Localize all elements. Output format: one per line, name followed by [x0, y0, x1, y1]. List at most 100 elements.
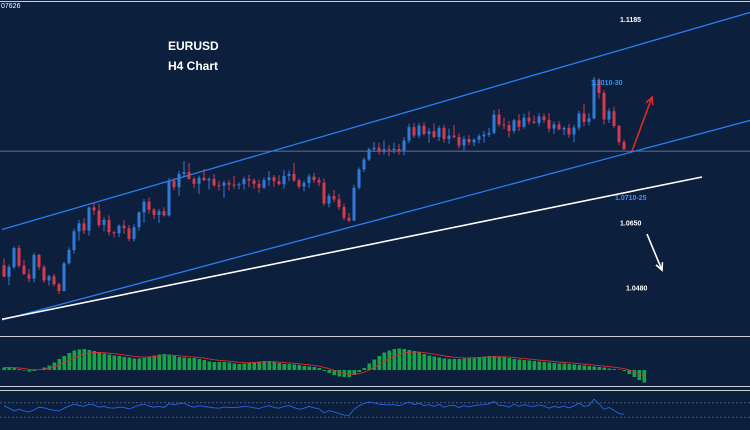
histogram-bar: [597, 367, 602, 370]
histogram-bar: [122, 357, 127, 370]
histogram-bar: [232, 363, 237, 370]
histogram-bar: [197, 359, 202, 370]
candle-body: [207, 178, 211, 181]
histogram-bar: [402, 349, 407, 370]
histogram-bar: [287, 364, 292, 370]
histogram-bar: [22, 370, 27, 371]
histogram-bar: [492, 356, 497, 370]
histogram-bar: [632, 370, 637, 377]
candle-body: [67, 250, 71, 264]
candle-body: [532, 121, 536, 123]
candle-body: [387, 149, 391, 151]
candle-body: [152, 209, 156, 216]
candle-body: [182, 172, 186, 174]
candle-body: [542, 116, 546, 120]
candle-body: [327, 196, 331, 204]
candle-body: [347, 217, 351, 221]
histogram-bar: [487, 356, 492, 370]
histogram-bar: [137, 358, 142, 370]
candle-body: [487, 132, 491, 135]
candle-body: [477, 136, 481, 140]
candle-body: [97, 210, 101, 225]
candle-body: [137, 212, 141, 228]
candle-body: [587, 118, 591, 122]
histogram-bar: [27, 370, 32, 372]
histogram-bar: [587, 366, 592, 370]
candle-body: [367, 149, 371, 160]
candle-body: [392, 148, 396, 150]
candle-body: [22, 265, 26, 275]
histogram-bar: [567, 364, 572, 370]
histogram-bar: [392, 349, 397, 370]
histogram-bar: [67, 353, 72, 370]
candle-body: [342, 207, 346, 218]
candle-body: [102, 219, 106, 225]
histogram-bar: [577, 365, 582, 370]
candle-body: [592, 79, 596, 119]
histogram-bar: [317, 368, 322, 370]
candle-body: [227, 182, 231, 185]
price-label: 1.0710-25: [615, 195, 647, 202]
candle-body: [27, 274, 31, 279]
candle-body: [462, 138, 466, 146]
candle-body: [417, 125, 421, 136]
histogram-bar: [107, 354, 112, 370]
support-trendline: [1, 176, 703, 321]
candle-body: [277, 181, 281, 185]
projection-arrow-up: [631, 96, 653, 152]
histogram-bar: [152, 355, 157, 370]
lower-channel-line: [1, 119, 750, 321]
candle-body: [47, 276, 51, 281]
histogram-bar: [257, 361, 262, 370]
candle-body: [437, 127, 441, 138]
histogram-bar: [522, 360, 527, 370]
histogram-bar: [267, 361, 272, 370]
signal-line: [4, 351, 645, 377]
candle-body: [522, 117, 526, 127]
histogram-bar: [347, 370, 352, 377]
candle-body: [612, 111, 616, 127]
candle-body: [162, 211, 166, 216]
candle-body: [107, 219, 111, 233]
candle-body: [127, 228, 131, 239]
histogram-bar: [172, 355, 177, 370]
candle-body: [42, 267, 46, 281]
candle-body: [7, 267, 11, 277]
histogram-bar: [247, 363, 252, 370]
candle-body: [622, 141, 626, 150]
histogram-bar: [262, 361, 267, 370]
histogram-bar: [462, 358, 467, 370]
histogram-bar: [467, 358, 472, 370]
histogram-bar: [397, 348, 402, 370]
histogram-bar: [372, 359, 377, 370]
candle-body: [332, 196, 336, 200]
histogram-bar: [102, 353, 107, 370]
histogram-bar: [147, 356, 152, 370]
histogram-bar: [562, 363, 567, 370]
candle-body: [297, 180, 301, 187]
histogram-bar: [327, 370, 332, 373]
candle-body: [257, 183, 261, 188]
histogram-bar: [97, 352, 102, 370]
candle-body: [132, 227, 136, 239]
candle-body: [452, 135, 456, 138]
candle-body: [482, 134, 486, 137]
candle-body: [427, 131, 431, 135]
candle-body: [607, 111, 611, 120]
candle-body: [307, 176, 311, 184]
candle-body: [37, 254, 41, 268]
histogram-bar: [482, 356, 487, 370]
histogram-bar: [322, 370, 327, 371]
histogram-bar: [212, 362, 217, 370]
candle-body: [527, 117, 531, 122]
upper-channel-line: [1, 11, 750, 231]
candle-body: [572, 127, 576, 135]
histogram-bar: [507, 358, 512, 370]
candle-body: [157, 211, 161, 216]
candle-body: [172, 180, 176, 188]
candle-body: [337, 199, 341, 208]
histogram-bar: [12, 368, 17, 370]
candle-body: [197, 177, 201, 184]
histogram-bar: [527, 360, 532, 370]
candle-body: [537, 116, 541, 123]
